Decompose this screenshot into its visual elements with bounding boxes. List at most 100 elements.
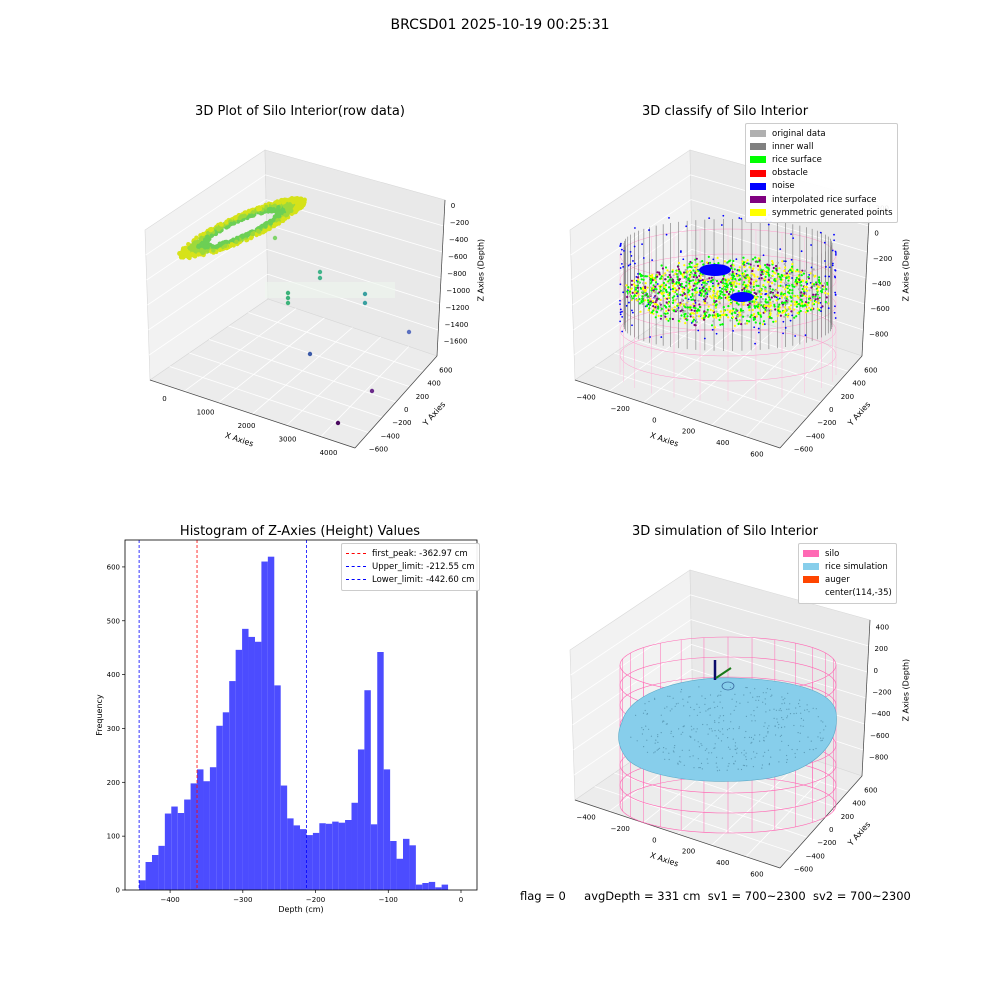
sim-surface-point — [669, 695, 671, 698]
sim-surface-point — [658, 747, 661, 749]
classify-noise-point — [703, 337, 706, 340]
classify-surface-point — [688, 282, 691, 285]
classify-surface-point — [679, 317, 682, 320]
classify-surface-point — [737, 322, 740, 325]
classify-surface-point — [814, 293, 817, 296]
sim-surface-point — [747, 701, 749, 703]
raw-point — [335, 420, 341, 426]
sim-surface-point — [758, 696, 760, 698]
classify-surface-point — [766, 263, 769, 266]
sim-surface-point — [741, 752, 743, 754]
sim-plot-z-axis-line — [861, 619, 871, 777]
classify-surface-point — [755, 305, 758, 308]
classify-surface-point — [715, 300, 718, 303]
sim-surface-point — [761, 767, 763, 769]
raw-plot-grid-line — [148, 273, 268, 356]
classify-surface-point — [777, 272, 780, 276]
sim-plot-y-tick-label: −400 — [806, 852, 825, 860]
classify-surface-point — [793, 303, 796, 306]
classify-surface-point — [693, 299, 697, 302]
classify-plot-y-axis-label: Y Axies — [846, 400, 873, 428]
sim-surface-point — [781, 740, 783, 742]
sim-surface-point — [663, 720, 665, 722]
sim-legend-label: silo — [825, 548, 840, 559]
sim-surface-point — [762, 755, 764, 757]
classify-surface-point — [685, 281, 688, 284]
classify-surface-point — [628, 290, 632, 293]
classify-surface-point — [676, 269, 679, 272]
sim-surface-point — [708, 708, 710, 710]
raw-point — [287, 197, 293, 202]
classify-surface-point — [646, 286, 649, 289]
classify-surface-point — [735, 317, 738, 320]
classify-surface-point — [750, 278, 753, 281]
classify-surface-point — [818, 276, 821, 279]
sim-surface-point — [704, 697, 706, 700]
classify-surface-point — [730, 267, 733, 270]
classify-surface-point — [738, 266, 741, 269]
sim-surface-point — [701, 768, 703, 770]
classify-surface-point — [815, 287, 818, 290]
raw-point — [268, 221, 273, 226]
classify-surface-point — [688, 286, 691, 290]
sim-surface-point — [665, 723, 668, 725]
raw-point — [188, 253, 193, 258]
sim-surface-point — [734, 760, 736, 762]
sim-surface-point — [768, 725, 770, 727]
classify-noise-point — [762, 254, 765, 257]
classify-surface-point — [695, 257, 698, 260]
classify-surface-point — [668, 282, 671, 285]
classify-surface-point — [677, 319, 680, 322]
classify-noise-point — [820, 306, 823, 309]
classify-surface-point — [707, 290, 710, 293]
classify-noise-point — [620, 253, 622, 256]
raw-point — [276, 205, 281, 210]
classify-surface-point — [661, 267, 665, 270]
classify-surface-point — [705, 291, 708, 294]
sim-surface-point — [780, 710, 782, 712]
raw-plot-z-tick-label: −400 — [449, 236, 468, 244]
classify-surface-point — [692, 302, 695, 305]
sim-surface-point — [731, 698, 733, 700]
sim-surface-point — [689, 735, 691, 737]
classify-surface-point — [770, 296, 773, 299]
classify-noise-point — [631, 311, 634, 314]
sim-surface-point — [653, 752, 655, 754]
classify-surface-point — [673, 282, 676, 286]
histogram-bar — [435, 887, 442, 890]
sim-surface-point — [673, 751, 675, 753]
classify-noise-point — [828, 266, 831, 269]
sim-surface-point — [768, 762, 771, 765]
sim-surface-point — [763, 740, 765, 742]
classify-noise-point — [619, 303, 621, 306]
classify-surface-point — [672, 309, 675, 312]
sim-surface-point — [645, 725, 647, 727]
classify-surface-point — [700, 294, 703, 297]
classify-surface-point — [804, 301, 808, 304]
sim-surface-point — [688, 749, 690, 751]
classify-surface-point — [651, 273, 654, 277]
classify-legend-swatch — [750, 196, 766, 204]
classify-surface-point — [713, 326, 717, 329]
sim-surface-point — [763, 737, 765, 739]
sim-plot-x-tick-label: −400 — [576, 814, 595, 822]
classify-noise-point — [834, 276, 837, 279]
raw-point — [186, 242, 191, 247]
sim-surface-point — [648, 728, 650, 730]
classify-surface-point — [770, 317, 773, 320]
sim-surface-point — [799, 705, 801, 708]
classify-surface-point — [727, 316, 730, 319]
classify-surface-point — [671, 301, 675, 304]
classify-surface-point — [747, 290, 751, 293]
classify-surface-point — [735, 285, 738, 288]
classify-noise-point — [810, 266, 813, 269]
classify-surface-point — [647, 299, 650, 302]
classify-surface-point — [677, 268, 681, 271]
classify-surface-point — [821, 288, 824, 291]
classify-plot-y-axis-line — [779, 355, 863, 449]
sim-legend-label: center(114,-35) — [825, 588, 892, 599]
histogram-y-tick-label: 200 — [107, 779, 120, 787]
classify-surface-point — [757, 257, 760, 260]
classify-surface-point — [707, 255, 710, 258]
sim-surface-point — [778, 723, 780, 726]
